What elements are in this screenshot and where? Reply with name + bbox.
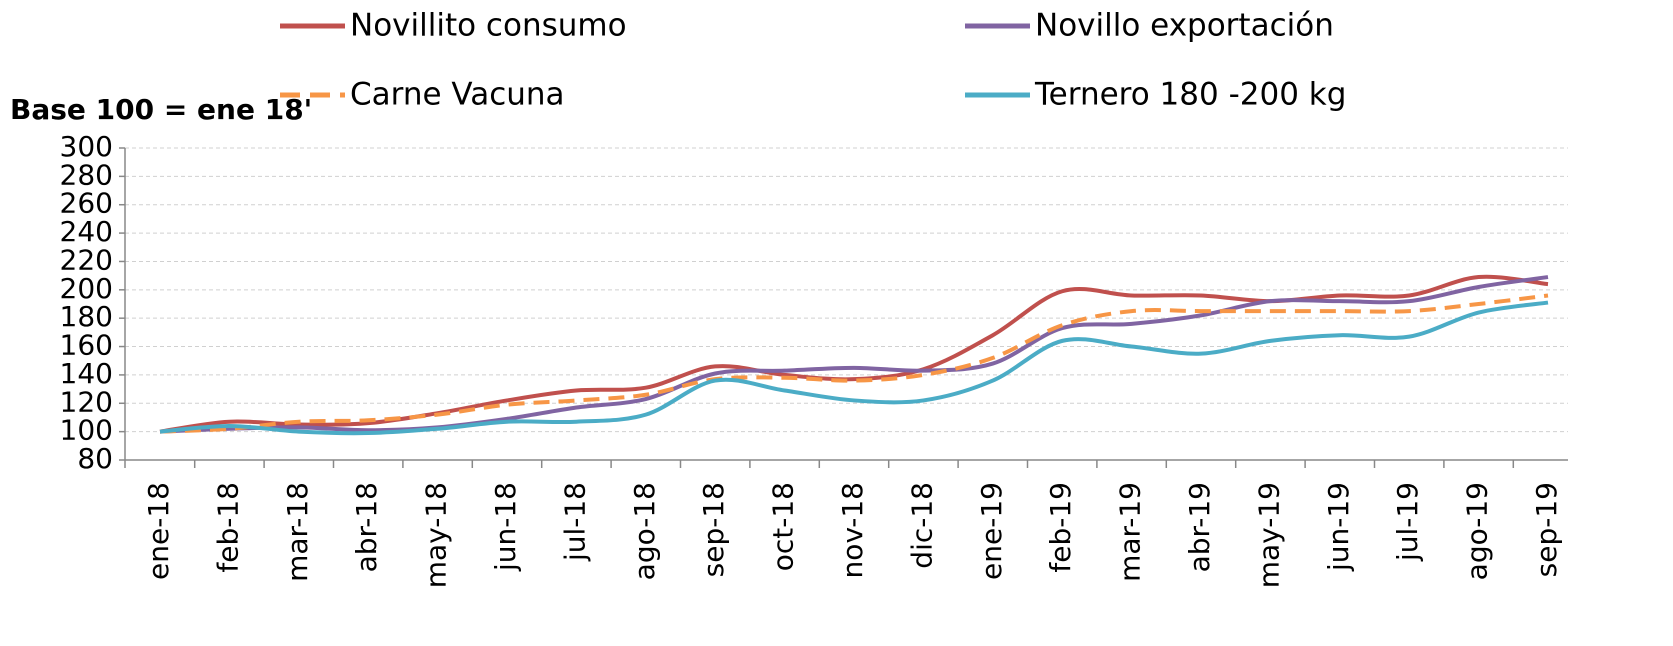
x-tick-label: sep-19 [1530, 482, 1563, 577]
series-line [159, 293, 1549, 434]
x-tick-label: dic-18 [905, 482, 938, 569]
x-tick-label: may-18 [420, 482, 453, 588]
x-tick-label: ene-18 [142, 482, 175, 580]
legend-label: Carne Vacuna [350, 77, 565, 113]
y-tick-label: 160 [60, 329, 113, 362]
y-tick-label: 80 [77, 442, 113, 475]
y-tick-label: 140 [60, 357, 113, 390]
x-tick-label: ago-19 [1461, 482, 1494, 580]
x-tick-label: jul-19 [1391, 482, 1424, 562]
y-tick-label: 260 [60, 187, 113, 220]
legend-label: Novillo exportación [1035, 8, 1334, 44]
x-tick-label: mar-19 [1114, 482, 1147, 582]
y-tick-label: 280 [60, 158, 113, 191]
x-tick-label: abr-18 [350, 482, 383, 572]
x-tick-label: ene-19 [975, 482, 1008, 580]
series-line [159, 300, 1549, 436]
y-tick-label: 220 [60, 243, 113, 276]
x-tick-label: nov-18 [836, 482, 869, 578]
y-tick-label: 180 [60, 300, 113, 333]
x-tick-label: jun-19 [1322, 482, 1355, 572]
y-tick-label: 200 [60, 272, 113, 305]
y-tick-label: 100 [60, 414, 113, 447]
x-tick-label: feb-19 [1044, 482, 1077, 573]
x-tick-label: feb-18 [211, 482, 244, 573]
x-tick-label: oct-18 [767, 482, 800, 571]
x-tick-label: ago-18 [628, 482, 661, 580]
y-tick-label: 120 [60, 385, 113, 418]
x-tick-label: jul-18 [558, 482, 591, 562]
x-tick-label: may-19 [1252, 482, 1285, 588]
y-tick-label: 240 [60, 215, 113, 248]
legend-label: Novillito consumo [350, 8, 627, 44]
series-line [159, 275, 1549, 434]
x-tick-label: abr-19 [1183, 482, 1216, 572]
x-tick-label: jun-18 [489, 482, 522, 572]
x-tick-label: sep-18 [697, 482, 730, 577]
y-axis-label: Base 100 = ene 18' [10, 93, 312, 126]
x-tick-label: mar-18 [281, 482, 314, 582]
y-tick-label: 300 [60, 130, 113, 163]
legend-label: Ternero 180 -200 kg [1034, 77, 1346, 113]
